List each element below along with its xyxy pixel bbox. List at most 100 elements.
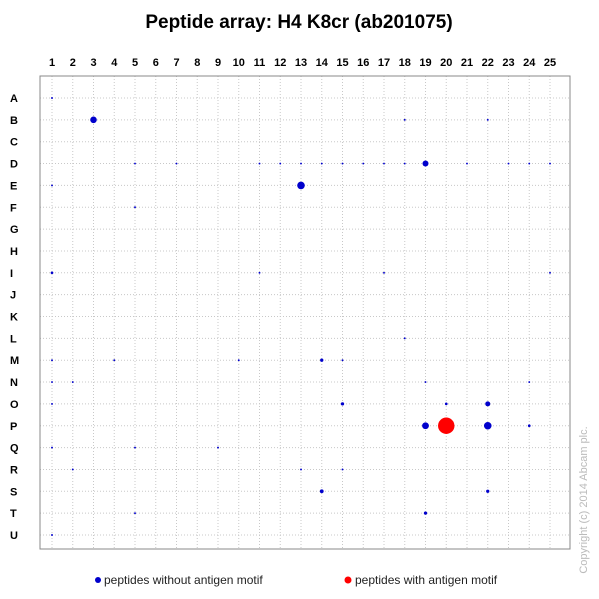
point-D11 — [258, 162, 261, 165]
point-L18 — [403, 337, 406, 340]
row-label-H: H — [10, 246, 18, 258]
point-T19 — [423, 511, 428, 515]
point-B18 — [403, 118, 406, 121]
row-label-M: M — [10, 355, 19, 367]
point-T5 — [134, 512, 136, 515]
point-S14 — [319, 489, 324, 494]
column-label-11: 11 — [254, 57, 266, 69]
row-label-K: K — [10, 312, 18, 324]
legend: peptides without antigen motif peptides … — [95, 573, 498, 587]
column-label-8: 8 — [194, 57, 200, 69]
point-M10 — [237, 359, 240, 362]
row-label-U: U — [10, 530, 18, 542]
row-label-J: J — [10, 290, 16, 302]
point-D21 — [466, 162, 468, 165]
point-R2 — [71, 468, 74, 471]
legend-marker — [344, 576, 352, 584]
point-Q9 — [217, 446, 219, 449]
legend-item-without-motif: peptides without antigen motif — [95, 573, 263, 587]
data-points — [50, 97, 551, 536]
row-label-G: G — [10, 224, 19, 236]
point-Q5 — [134, 446, 136, 449]
point-B3 — [90, 116, 97, 124]
column-label-14: 14 — [316, 57, 329, 69]
point-P24 — [527, 424, 531, 428]
point-U1 — [51, 534, 53, 536]
column-label-16: 16 — [357, 57, 369, 69]
column-label-7: 7 — [173, 57, 179, 69]
legend-marker — [95, 577, 101, 583]
point-O1 — [51, 402, 53, 405]
grid — [40, 76, 570, 549]
point-D17 — [383, 162, 385, 165]
point-D7 — [175, 162, 178, 165]
row-label-L: L — [10, 333, 17, 345]
point-D24 — [528, 162, 531, 165]
column-label-6: 6 — [153, 57, 159, 69]
point-B22 — [486, 118, 489, 121]
point-D16 — [362, 162, 365, 165]
point-I25 — [549, 271, 551, 274]
point-P19 — [422, 422, 429, 430]
row-label-A: A — [10, 93, 18, 105]
point-M4 — [113, 359, 116, 362]
legend-label: peptides without antigen motif — [104, 573, 263, 587]
point-E1 — [51, 184, 53, 187]
point-I17 — [383, 271, 385, 274]
point-P20 — [438, 417, 455, 434]
column-label-24: 24 — [523, 57, 536, 69]
point-S22 — [486, 489, 490, 493]
point-D19 — [422, 160, 429, 167]
row-label-F: F — [10, 202, 17, 214]
row-label-R: R — [10, 464, 18, 476]
column-label-25: 25 — [544, 57, 556, 69]
column-label-19: 19 — [419, 57, 431, 69]
column-label-13: 13 — [295, 57, 307, 69]
point-D13 — [300, 162, 302, 165]
point-M14 — [320, 358, 324, 362]
row-label-D: D — [10, 159, 18, 171]
point-M15 — [341, 359, 344, 362]
point-I11 — [258, 271, 261, 274]
column-label-23: 23 — [502, 57, 514, 69]
point-D12 — [279, 162, 282, 165]
row-label-N: N — [10, 377, 18, 389]
copyright-watermark: Copyright (c) 2014 Abcam plc. — [578, 426, 590, 573]
column-label-1: 1 — [49, 57, 55, 69]
column-label-15: 15 — [336, 57, 348, 69]
point-D18 — [403, 162, 406, 165]
point-R13 — [300, 468, 302, 471]
row-label-Q: Q — [10, 443, 19, 455]
point-O22 — [485, 401, 491, 407]
column-label-5: 5 — [132, 57, 138, 69]
column-label-12: 12 — [274, 57, 286, 69]
legend-label: peptides with antigen motif — [355, 573, 498, 587]
column-label-17: 17 — [378, 57, 390, 69]
row-label-E: E — [10, 180, 17, 192]
point-D5 — [134, 162, 136, 165]
row-label-T: T — [10, 508, 17, 520]
column-label-10: 10 — [233, 57, 245, 69]
column-label-4: 4 — [111, 57, 118, 69]
point-D23 — [507, 162, 510, 165]
point-E13 — [297, 181, 305, 190]
column-label-18: 18 — [399, 57, 411, 69]
point-D15 — [341, 162, 344, 165]
point-A1 — [51, 97, 53, 99]
column-label-20: 20 — [440, 57, 452, 69]
row-label-I: I — [10, 268, 13, 280]
column-label-21: 21 — [461, 57, 473, 69]
point-Q1 — [51, 446, 53, 449]
column-label-3: 3 — [90, 57, 96, 69]
point-O20 — [444, 402, 448, 406]
row-label-O: O — [10, 399, 19, 411]
row-label-B: B — [10, 115, 18, 127]
point-N19 — [424, 381, 427, 383]
plot-frame — [39, 75, 571, 550]
point-M1 — [51, 359, 53, 362]
point-N1 — [51, 381, 53, 383]
legend-item-with-motif: peptides with antigen motif — [344, 573, 498, 587]
column-label-9: 9 — [215, 57, 221, 69]
